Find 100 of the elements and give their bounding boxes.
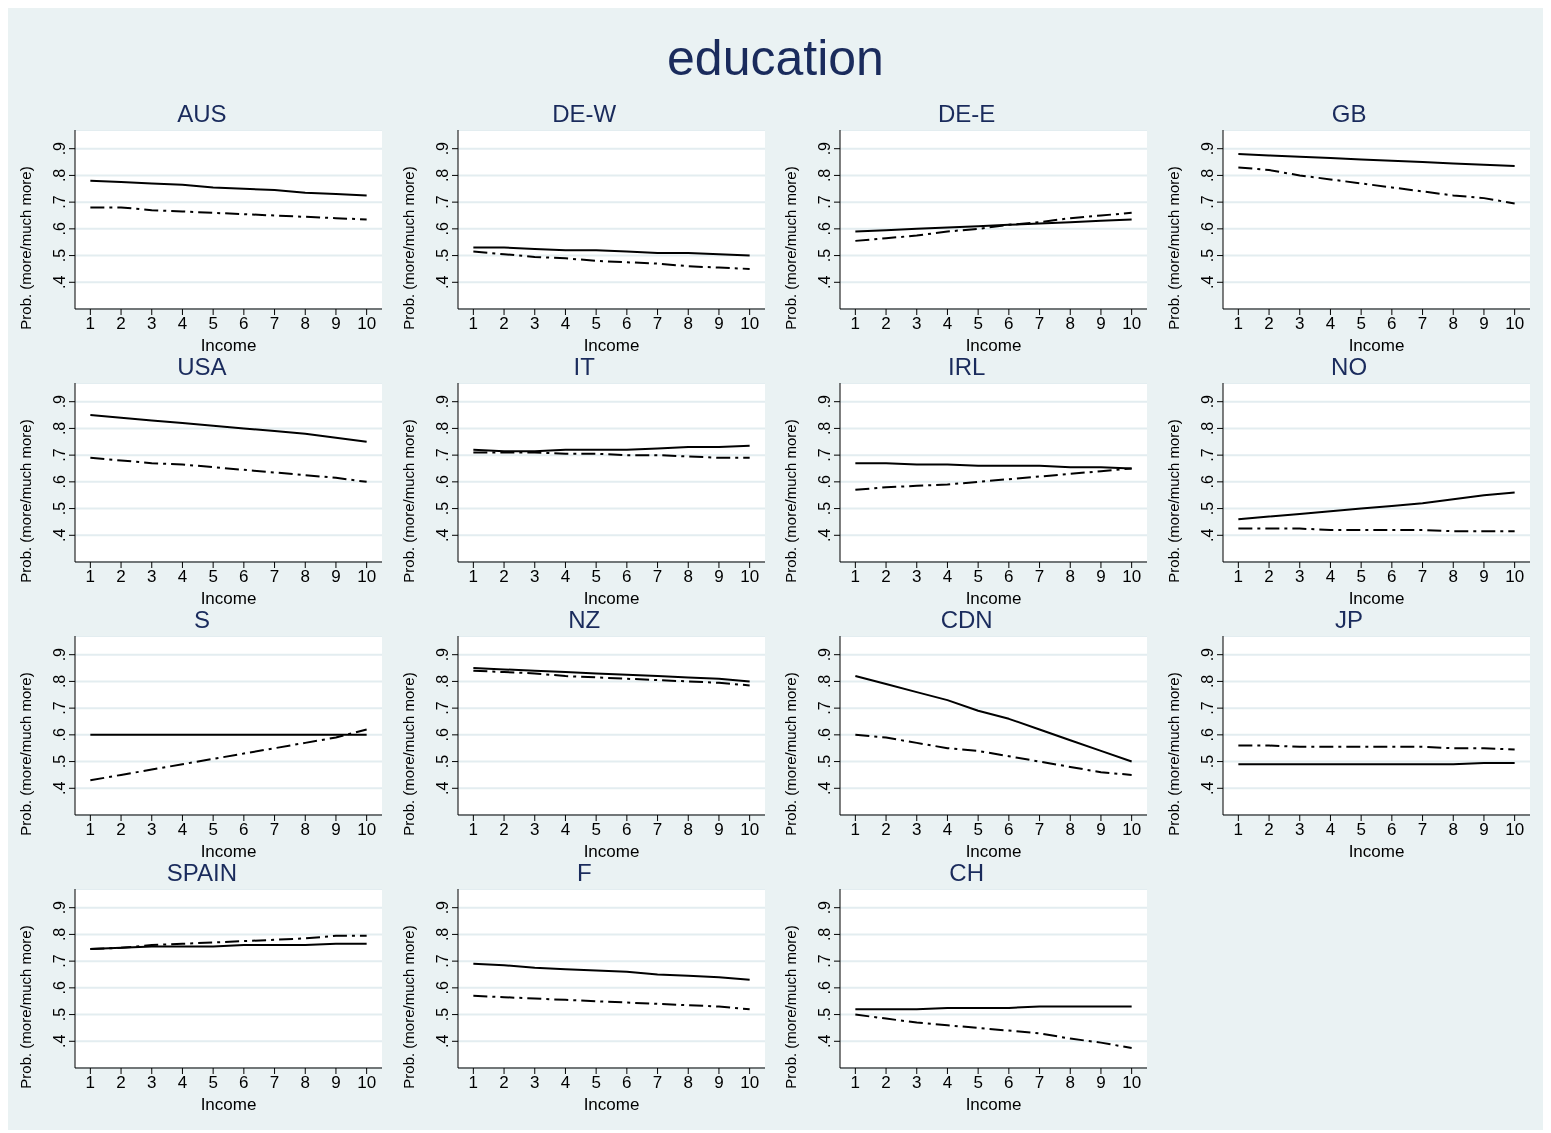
line-series — [472, 962, 751, 981]
line-series — [1236, 153, 1516, 168]
x-tick-label: 9 — [331, 314, 342, 334]
x-tick-label: 5 — [973, 1073, 984, 1093]
x-axis-title: Income — [583, 842, 640, 861]
x-tick-label: 4 — [1325, 314, 1335, 334]
y-axis-title: Prob. (more/much more) — [1164, 166, 1182, 330]
y-tick-label: .7 — [1198, 195, 1216, 209]
chart-title: NZ — [567, 605, 602, 635]
y-tick-label: .5 — [433, 501, 451, 516]
x-tick-label: 4 — [942, 820, 953, 840]
x-axis-title: Income — [1348, 589, 1404, 608]
x-tick-label: 10 — [1122, 314, 1142, 334]
x-tick-label: 5 — [591, 820, 601, 840]
y-tick-label: .9 — [816, 900, 834, 915]
x-tick-label: 1 — [86, 1073, 96, 1093]
x-tick-label: 4 — [178, 1073, 188, 1093]
y-axis-title: Prob. (more/much more) — [1164, 419, 1182, 583]
x-tick-label: 2 — [881, 1073, 891, 1093]
y-tick-label: .5 — [816, 248, 834, 263]
x-tick-label: 2 — [499, 1073, 509, 1093]
x-tick-label: 10 — [357, 820, 377, 840]
x-tick-label: 10 — [357, 314, 377, 334]
x-axis-title: Income — [1348, 842, 1404, 861]
x-tick-label: 3 — [912, 1073, 922, 1093]
x-tick-label: 2 — [881, 820, 891, 840]
y-tick-label: .6 — [1198, 475, 1216, 489]
x-tick-label: 8 — [1448, 820, 1458, 840]
x-tick-label: 5 — [1355, 314, 1366, 334]
x-tick-label: 9 — [331, 567, 342, 587]
x-tick-label: 1 — [850, 1073, 861, 1093]
x-tick-label: 7 — [652, 1073, 663, 1093]
x-axis-title: Income — [965, 1095, 1022, 1114]
x-tick-label: 2 — [881, 567, 891, 587]
chart-title: GB — [1330, 99, 1368, 129]
x-tick-label: 9 — [714, 314, 724, 334]
x-tick-label: 2 — [116, 1073, 127, 1093]
x-tick-label: 2 — [116, 820, 127, 840]
y-tick-label: .5 — [1198, 501, 1216, 516]
chart-title: NO — [1330, 352, 1369, 382]
x-tick-label: 5 — [591, 1073, 601, 1093]
y-tick-label: .6 — [51, 475, 69, 489]
x-tick-label: 10 — [739, 567, 759, 587]
chart-title: IRL — [947, 352, 987, 382]
x-tick-label: 9 — [1478, 314, 1489, 334]
y-tick-label: .8 — [816, 168, 834, 183]
x-axis-title: Income — [965, 336, 1022, 355]
x-tick-label: 6 — [1386, 567, 1397, 587]
x-tick-label: 10 — [357, 567, 377, 587]
x-axis-title: Income — [201, 1095, 257, 1114]
y-tick-label: .8 — [51, 168, 69, 183]
y-axis-title: Prob. (more/much more) — [17, 166, 35, 330]
x-tick-label: 1 — [1233, 314, 1243, 334]
y-axis-title: Prob. (more/much more) — [782, 925, 800, 1089]
y-tick-label: .5 — [816, 501, 834, 516]
y-axis-title: Prob. (more/much more) — [399, 419, 417, 583]
x-tick-label: 2 — [116, 567, 127, 587]
y-tick-label: .5 — [433, 1007, 451, 1022]
y-tick-label: .5 — [51, 1007, 69, 1022]
chart-title: S — [192, 605, 211, 635]
y-tick-label: .6 — [433, 981, 451, 995]
x-tick-label: 2 — [499, 820, 509, 840]
y-tick-label: .6 — [816, 222, 834, 236]
x-tick-label: 3 — [1294, 314, 1305, 334]
x-axis-title: Income — [201, 336, 257, 355]
x-tick-label: 8 — [1448, 314, 1458, 334]
line-series — [854, 733, 1133, 776]
x-tick-label: 1 — [86, 820, 96, 840]
x-tick-label: 5 — [1355, 567, 1366, 587]
y-tick-label: .5 — [433, 248, 451, 263]
y-tick-label: .9 — [1198, 141, 1216, 156]
x-tick-label: 9 — [1096, 567, 1106, 587]
x-axis-title: Income — [201, 842, 257, 861]
y-tick-label: .7 — [433, 448, 451, 462]
y-tick-label: .6 — [51, 222, 69, 236]
x-tick-label: 5 — [973, 820, 984, 840]
x-tick-label: 10 — [1122, 820, 1142, 840]
y-tick-label: .5 — [51, 248, 69, 263]
x-tick-label: 10 — [357, 1073, 377, 1093]
y-axis-title: Prob. (more/much more) — [399, 925, 417, 1089]
x-axis-title: Income — [965, 842, 1022, 861]
line-series — [472, 994, 751, 1011]
x-axis-title: Income — [965, 589, 1022, 608]
chart-title: SPAIN — [165, 858, 238, 888]
chart-title: CH — [948, 858, 985, 888]
x-tick-label: 5 — [208, 567, 219, 587]
y-tick-label: .7 — [51, 195, 69, 209]
x-tick-label: 1 — [850, 820, 861, 840]
x-tick-label: 9 — [714, 1073, 724, 1093]
x-tick-label: 3 — [1294, 820, 1305, 840]
y-tick-label: .5 — [51, 754, 69, 769]
line-series — [89, 179, 369, 197]
line-series — [854, 675, 1133, 763]
x-tick-label: 4 — [942, 567, 953, 587]
x-tick-label: 6 — [1004, 1073, 1014, 1093]
y-tick-label: .9 — [433, 394, 451, 409]
y-tick-label: .6 — [433, 728, 451, 742]
x-tick-label: 7 — [270, 314, 280, 334]
x-tick-label: 1 — [850, 567, 861, 587]
y-tick-label: .7 — [51, 954, 69, 968]
